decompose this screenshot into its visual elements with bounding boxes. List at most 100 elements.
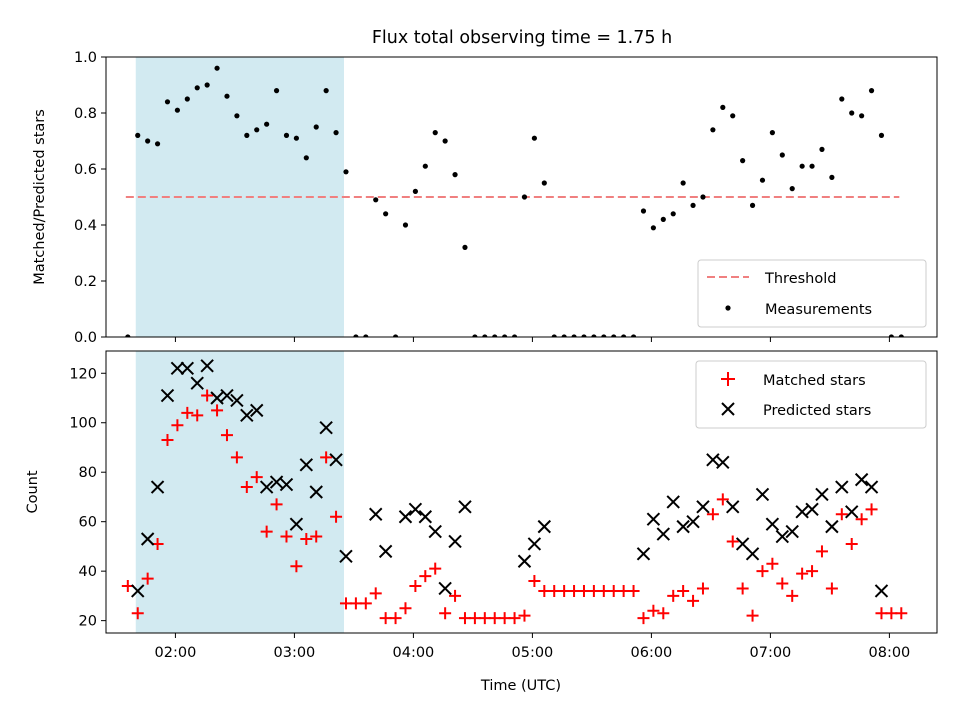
matched-stars-point (518, 609, 531, 622)
measurements-point (859, 113, 865, 119)
matched-stars-point (429, 562, 442, 575)
matched-stars-point (191, 409, 204, 422)
matched-stars-point (439, 607, 452, 620)
axes-frame (105, 56, 938, 338)
predicted-stars-point (200, 359, 214, 373)
y-tick-label: 100 (69, 416, 97, 432)
measurements-point (154, 141, 161, 147)
y-tick-label: 0.2 (74, 274, 97, 290)
predicted-stars-point (825, 519, 839, 534)
matched-stars-point (240, 481, 253, 494)
matched-stars-point (736, 582, 749, 595)
predicted-stars-point (726, 500, 740, 514)
measurements-point (472, 334, 478, 337)
measurements-point (640, 208, 647, 214)
matched-stars-point (528, 575, 541, 588)
legend-matched-swatch (721, 372, 735, 386)
matched-stars-point (766, 557, 779, 570)
predicted-stars-point (686, 514, 700, 529)
measurements-point (878, 132, 885, 138)
predicted-stars-point (289, 517, 304, 531)
predicted-stars-point (716, 455, 730, 470)
measurements-point (630, 334, 637, 337)
matched-stars-point (845, 537, 858, 550)
measurements-point (680, 180, 686, 186)
measurements-point (521, 194, 528, 200)
predicted-stars-point (230, 393, 244, 408)
measurements-point (254, 127, 260, 133)
predicted-stars-point (339, 549, 353, 564)
predicted-stars-point (220, 388, 234, 403)
measurements-point (670, 211, 676, 217)
ylabel-ratio: Matched/Predicted stars (32, 109, 48, 285)
predicted-stars-point (428, 524, 442, 539)
measurements-point (650, 225, 656, 231)
measurements-point (343, 169, 349, 175)
measurements-point (174, 107, 180, 113)
predicted-stars-point (269, 475, 284, 489)
predicted-stars-point (150, 480, 165, 494)
legend-frame (695, 360, 927, 429)
predicted-stars-point (517, 554, 532, 568)
matched-stars-point (131, 607, 144, 620)
measurements-point (244, 132, 250, 138)
matched-stars-point (330, 510, 343, 523)
predicted-stars-point (775, 529, 790, 544)
matched-stars-point (627, 584, 640, 597)
matched-stars-point (220, 429, 233, 442)
y-tick-label: 120 (69, 366, 97, 382)
measurements-point (313, 124, 319, 130)
matched-stars-point (726, 535, 739, 548)
predicted-stars-point (131, 584, 145, 598)
predicted-stars-point (696, 500, 710, 514)
matched-stars-point (161, 434, 174, 447)
measurements-point (412, 188, 418, 194)
predicted-stars-point (140, 532, 155, 546)
measurements-point (690, 202, 696, 208)
matched-stars-point (181, 406, 194, 419)
predicted-stars-point (755, 487, 770, 502)
matched-stars-point (369, 587, 382, 600)
measurements-point (402, 222, 409, 228)
measurements-point (601, 334, 607, 337)
measurements-point (422, 163, 428, 169)
predicted-stars-point (160, 388, 175, 403)
predicted-stars-point (854, 472, 869, 487)
measurements-point (541, 180, 547, 186)
legend-measurements-swatch (725, 305, 731, 311)
measurements-point (214, 65, 220, 71)
predicted-stars-point (190, 376, 204, 390)
measurements-point (363, 334, 369, 337)
measurements-point (323, 88, 329, 94)
measurements-point (303, 155, 309, 161)
matched-stars-point (637, 612, 650, 625)
xlabel-time: Time (UTC) (480, 678, 561, 694)
x-tick-label: 07:00 (750, 645, 792, 661)
predicted-stars-point (874, 584, 889, 598)
predicted-stars-point (805, 502, 819, 517)
measurements-point (720, 104, 726, 110)
predicted-stars-point (408, 502, 423, 517)
measurements-point (581, 334, 587, 337)
y-tick-label: 40 (79, 564, 97, 580)
y-tick-label: 0.6 (74, 162, 97, 178)
measurements-point (204, 82, 210, 88)
matched-stars-point (806, 565, 819, 578)
measurements-point (551, 334, 557, 337)
measurements-point (224, 93, 230, 99)
measurements-point (888, 334, 894, 337)
measurements-point (511, 334, 518, 337)
measurements-point (868, 88, 875, 94)
measurements-point (789, 186, 795, 192)
predicted-stars-point (706, 453, 720, 467)
measurements-point (135, 132, 141, 138)
predicted-stars-point (676, 519, 690, 534)
measurements-point (769, 130, 775, 136)
matched-stars-point (508, 612, 521, 625)
predicted-stars-point (458, 500, 472, 514)
legend-measurements-label: Measurements (765, 302, 872, 318)
matched-stars-point (211, 404, 224, 417)
measurements-point (502, 334, 508, 337)
x-tick-label: 05:00 (512, 645, 554, 661)
y-tick-label: 1.0 (74, 50, 97, 66)
